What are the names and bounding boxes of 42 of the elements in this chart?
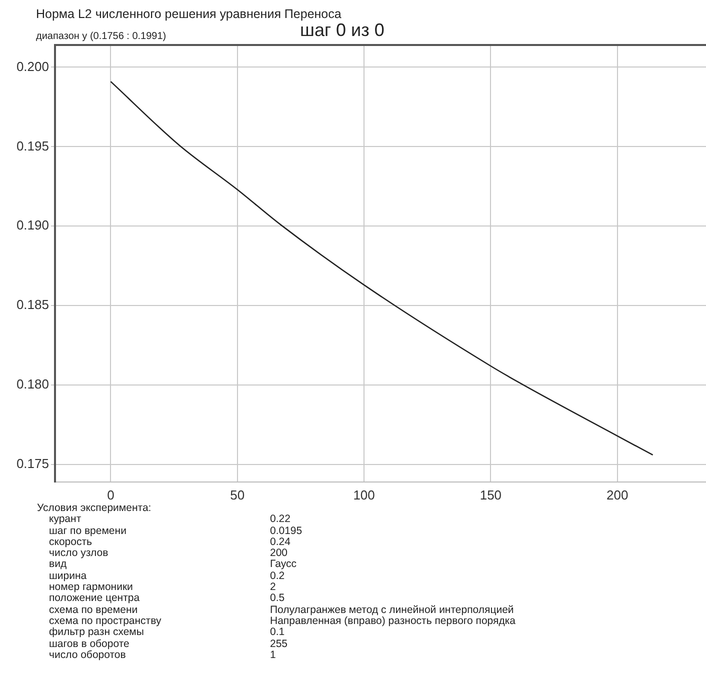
chart-subtitle: диапазон y (0.1756 : 0.1991) (36, 31, 166, 42)
line-series (110, 80, 654, 456)
text: курант (48, 513, 82, 526)
chart-title: Норма L2 численного решения уравнения Переноса (36, 7, 342, 21)
text: Направленная (вправо) разность первого порядка (270, 614, 516, 628)
text: шаг 0 из 0 (300, 20, 384, 41)
text: схема по пространству (48, 614, 162, 627)
text: положение центра (48, 592, 141, 605)
text: вид (48, 558, 68, 571)
y-tick-label: 0.200 (16, 58, 49, 74)
text: число оборотов (48, 648, 126, 662)
text: 0.0195 (270, 524, 302, 537)
x-tick-label: 100 (353, 487, 375, 502)
text: шаг по времени (48, 524, 128, 537)
text: номер гармоники (48, 581, 134, 594)
text: 0.1 (270, 626, 285, 639)
text: 0.24 (270, 536, 290, 548)
text: 0.5 (270, 592, 285, 605)
text: 255 (270, 638, 288, 650)
y-tick-label: 0.190 (16, 218, 49, 233)
text: схема по времени (48, 604, 139, 616)
text: шагов в обороте (48, 638, 130, 650)
y-tick-label: 0.195 (16, 138, 49, 154)
y-tick-label: 0.185 (16, 297, 49, 312)
text: ширина (48, 570, 88, 582)
text: 0.2 (270, 570, 285, 582)
text: 0.22 (270, 513, 290, 526)
text: 1 (270, 648, 276, 662)
text: 200 (270, 547, 288, 560)
x-tick-label: 200 (606, 487, 628, 502)
x-tick-label: 150 (480, 487, 502, 502)
text: число узлов (48, 547, 110, 560)
text: 2 (270, 581, 276, 594)
x-tick-label: 0 (107, 487, 114, 502)
y-tick-label: 0.175 (16, 456, 49, 472)
text: Гаусс (270, 558, 296, 571)
text: Условия эксперимента: (37, 502, 152, 514)
text: фильтр разн схемы (48, 626, 144, 639)
text: скорость (48, 536, 92, 548)
y-tick-label: 0.180 (16, 376, 49, 392)
text: Полулагранжев метод с линейной интерполяцией (270, 604, 514, 616)
x-tick-label: 50 (230, 487, 245, 502)
